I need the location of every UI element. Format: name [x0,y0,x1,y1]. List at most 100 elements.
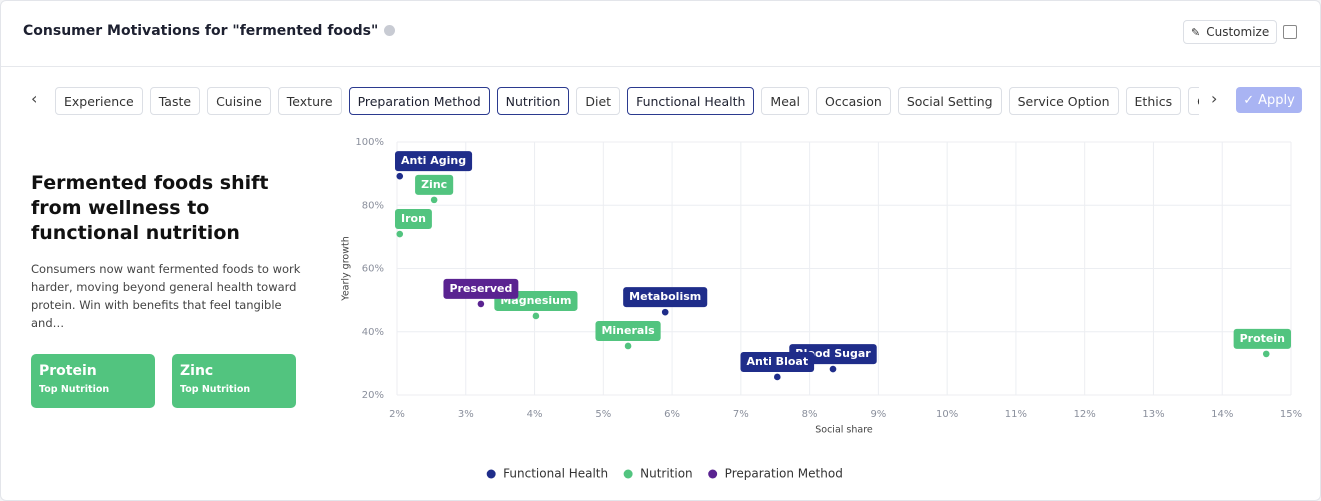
x-tick-label: 4% [527,409,543,420]
customize-button[interactable]: ✎ Customize [1183,20,1278,44]
point-label: Iron [395,209,432,230]
point-label-text: Magnesium [500,294,571,307]
point [661,308,669,316]
y-tick-label: 100% [355,137,384,148]
tab[interactable]: Cuisine [207,87,271,115]
tab[interactable]: Texture [277,87,342,115]
legend-swatch [486,469,496,479]
y-tick-label: 20% [362,390,384,401]
apply-text: Apply [1258,92,1295,108]
point [829,365,837,373]
customize-text: Customize [1206,25,1270,39]
point-label-text: Minerals [601,324,655,337]
point-label: Metabolism [623,287,708,308]
point [430,196,438,204]
legend-swatch [708,469,718,479]
legend: Functional Health Nutrition Preparation Me… [486,467,843,481]
tab[interactable]: Color [1188,87,1199,115]
point-label-bg [1233,328,1291,349]
point [396,230,404,238]
tab[interactable]: Experience [55,87,143,115]
point-label-text: Metabolism [629,290,701,303]
legend-label: Functional Health [503,467,608,481]
point-label-text: Preserved [449,282,512,295]
legend-label: Nutrition [640,467,693,481]
point-label-bg [595,320,661,341]
legend-swatch [623,469,633,479]
chart-icon[interactable] [1283,25,1297,39]
chart: 20% 40% 60% 80% 100% 2% 3% 4% 5% 6% 7% 8% 9% 10% 11% 12… [341,137,1303,481]
tab[interactable]: Meal [761,87,810,115]
insight-card[interactable]: Protein Top Nutrition [31,354,155,408]
tab[interactable]: Nutrition [496,87,570,115]
x-tick-label: 3% [458,409,474,420]
tab-bar: Experience Taste Cuisine Texture Preparation… [55,87,1199,115]
scroll-right[interactable]: › [1211,89,1218,108]
x-tick-label: 7% [733,409,749,420]
point-label-text: Zinc [421,178,447,191]
divider [1,66,1320,67]
card-label: Top Nutrition [39,384,110,395]
tab[interactable]: Diet [576,87,621,115]
y-axis-title: Yearly growth [341,236,352,301]
x-tick-label: 15% [1280,409,1302,420]
tab[interactable]: Functional Health [627,87,755,115]
point-label-text: Anti Bloat [746,355,808,368]
x-tick-label: 12% [1074,409,1096,420]
x-tick-label: 13% [1142,409,1164,420]
y-tick-label: 60% [362,264,384,275]
point-label: Anti Aging [395,151,473,172]
apply-button[interactable]: ✓ Apply [1236,87,1302,113]
card-label: Top Nutrition [180,384,251,395]
point [532,312,540,320]
x-tick-label: 6% [664,409,680,420]
point [1262,350,1270,358]
x-tick-label: 14% [1211,409,1233,420]
tab[interactable]: Taste [149,87,201,115]
point-label: Minerals [595,320,661,341]
point-label-bg [415,174,454,195]
point-label: Preserved [443,278,519,299]
tab[interactable]: Social Setting [897,87,1002,115]
tab[interactable]: Service Option [1008,87,1119,115]
y-tick-label: 40% [362,327,384,338]
x-tick-label: 2% [389,409,405,420]
point [396,172,404,180]
card-value: Zinc [180,363,214,379]
insight-body: Consumers now want fermented foods to wo… [31,262,301,330]
scroll-left[interactable]: ‹ [31,89,38,108]
point-label-text: Anti Aging [401,154,466,167]
tab[interactable]: Ethics [1125,87,1182,115]
x-tick-label: 11% [1005,409,1027,420]
title-text: Consumer Motivations for "fermented food… [23,23,379,39]
info-icon[interactable] [384,25,396,36]
x-tick-label: 10% [936,409,958,420]
point-label: Anti Bloat [740,351,815,372]
x-tick-label: 5% [595,409,611,420]
point-label: Zinc [415,174,454,195]
x-tick-label: 8% [802,409,818,420]
point [773,373,781,381]
card-value: Protein [39,363,97,379]
point-label-text: Protein [1240,332,1285,345]
tab[interactable]: Preparation Method [348,87,490,115]
point-label-text: Blood Sugar [795,347,871,360]
insight-card[interactable]: Zinc Top Nutrition [172,354,296,408]
point-label-bg [395,209,432,230]
insight-heading: Fermented foods shift from wellness to f… [31,172,269,244]
point-label: Protein [1233,328,1291,349]
point [624,342,632,350]
point-label-bg [623,287,708,308]
legend-label: Preparation Method [725,467,843,481]
point-label-bg [443,278,519,299]
page-title: Consumer Motivations for "fermented food… [23,23,396,39]
tab[interactable]: Occasion [816,87,891,115]
point-label-text: Iron [401,212,426,225]
point-label-bg [395,151,473,172]
y-tick-label: 80% [362,200,384,211]
x-tick-label: 9% [870,409,886,420]
x-axis-title: Social share [815,425,873,436]
point [477,300,485,308]
point-label-bg [740,351,815,372]
